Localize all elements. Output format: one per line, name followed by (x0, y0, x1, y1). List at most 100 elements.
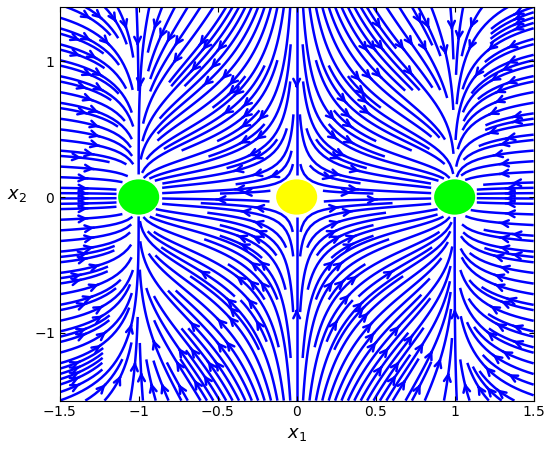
FancyArrowPatch shape (487, 387, 496, 396)
FancyArrowPatch shape (487, 332, 496, 340)
FancyArrowPatch shape (138, 374, 145, 382)
FancyArrowPatch shape (435, 360, 441, 368)
FancyArrowPatch shape (331, 236, 341, 243)
FancyArrowPatch shape (71, 273, 81, 280)
FancyArrowPatch shape (419, 41, 426, 50)
FancyArrowPatch shape (359, 313, 368, 322)
FancyArrowPatch shape (200, 270, 209, 278)
FancyArrowPatch shape (93, 315, 103, 323)
FancyArrowPatch shape (237, 236, 247, 242)
FancyArrowPatch shape (82, 69, 92, 76)
FancyArrowPatch shape (137, 78, 144, 86)
FancyArrowPatch shape (92, 345, 101, 353)
FancyArrowPatch shape (493, 355, 502, 363)
FancyArrowPatch shape (248, 149, 258, 156)
FancyArrowPatch shape (508, 374, 518, 382)
FancyArrowPatch shape (512, 232, 522, 238)
FancyArrowPatch shape (229, 317, 237, 326)
FancyArrowPatch shape (506, 134, 516, 140)
FancyArrowPatch shape (405, 335, 413, 344)
FancyArrowPatch shape (97, 332, 106, 340)
FancyArrowPatch shape (336, 149, 345, 156)
FancyArrowPatch shape (76, 334, 86, 340)
FancyArrowPatch shape (348, 276, 357, 284)
FancyArrowPatch shape (330, 221, 339, 227)
FancyArrowPatch shape (441, 45, 447, 53)
X-axis label: $x_1$: $x_1$ (286, 425, 307, 443)
FancyArrowPatch shape (500, 220, 509, 227)
FancyArrowPatch shape (114, 377, 120, 385)
FancyArrowPatch shape (363, 70, 371, 79)
FancyArrowPatch shape (493, 151, 503, 157)
FancyArrowPatch shape (426, 352, 432, 360)
FancyArrowPatch shape (368, 342, 376, 351)
FancyArrowPatch shape (226, 341, 234, 351)
FancyArrowPatch shape (260, 281, 269, 291)
FancyArrowPatch shape (93, 83, 103, 91)
FancyArrowPatch shape (444, 374, 450, 382)
FancyArrowPatch shape (359, 42, 368, 52)
FancyArrowPatch shape (190, 348, 199, 358)
FancyArrowPatch shape (331, 170, 341, 176)
FancyArrowPatch shape (343, 243, 353, 251)
FancyArrowPatch shape (229, 86, 237, 95)
FancyArrowPatch shape (109, 13, 115, 21)
FancyArrowPatch shape (513, 23, 523, 30)
FancyArrowPatch shape (343, 120, 353, 128)
FancyArrowPatch shape (502, 64, 511, 71)
FancyArrowPatch shape (352, 72, 360, 81)
FancyArrowPatch shape (248, 299, 256, 308)
FancyArrowPatch shape (404, 66, 413, 76)
FancyArrowPatch shape (254, 221, 263, 227)
FancyArrowPatch shape (494, 255, 503, 261)
FancyArrowPatch shape (217, 41, 226, 51)
FancyArrowPatch shape (93, 68, 103, 76)
FancyArrowPatch shape (153, 342, 160, 350)
FancyArrowPatch shape (190, 322, 199, 331)
FancyArrowPatch shape (154, 20, 160, 27)
FancyArrowPatch shape (506, 211, 515, 217)
FancyArrowPatch shape (217, 319, 226, 328)
FancyArrowPatch shape (500, 246, 509, 252)
FancyArrowPatch shape (236, 276, 246, 284)
FancyArrowPatch shape (70, 34, 80, 40)
FancyArrowPatch shape (256, 131, 265, 140)
FancyArrowPatch shape (234, 166, 243, 172)
FancyArrowPatch shape (84, 150, 94, 156)
FancyArrowPatch shape (120, 19, 127, 27)
FancyArrowPatch shape (78, 185, 88, 192)
FancyArrowPatch shape (150, 385, 157, 393)
FancyArrowPatch shape (241, 120, 250, 128)
FancyArrowPatch shape (501, 302, 511, 308)
FancyArrowPatch shape (358, 95, 368, 104)
FancyArrowPatch shape (354, 302, 363, 311)
FancyArrowPatch shape (134, 37, 141, 44)
FancyArrowPatch shape (391, 326, 400, 335)
FancyArrowPatch shape (413, 386, 420, 394)
FancyArrowPatch shape (342, 109, 351, 118)
FancyArrowPatch shape (366, 333, 375, 342)
FancyArrowPatch shape (485, 367, 494, 376)
FancyArrowPatch shape (360, 106, 370, 114)
FancyArrowPatch shape (338, 94, 347, 103)
FancyArrowPatch shape (78, 216, 88, 222)
FancyArrowPatch shape (512, 180, 521, 186)
FancyArrowPatch shape (78, 257, 87, 263)
FancyArrowPatch shape (514, 8, 524, 15)
FancyArrowPatch shape (174, 54, 182, 62)
FancyArrowPatch shape (293, 79, 300, 86)
FancyArrowPatch shape (512, 252, 522, 259)
FancyArrowPatch shape (70, 377, 79, 384)
FancyArrowPatch shape (257, 230, 267, 237)
FancyArrowPatch shape (506, 185, 515, 192)
FancyArrowPatch shape (77, 108, 87, 114)
FancyArrowPatch shape (216, 196, 225, 203)
FancyArrowPatch shape (126, 326, 132, 333)
FancyArrowPatch shape (355, 307, 364, 316)
FancyArrowPatch shape (87, 51, 97, 58)
FancyArrowPatch shape (489, 108, 498, 115)
FancyArrowPatch shape (495, 284, 505, 291)
Circle shape (434, 180, 475, 215)
FancyArrowPatch shape (253, 170, 262, 176)
FancyArrowPatch shape (84, 246, 94, 252)
